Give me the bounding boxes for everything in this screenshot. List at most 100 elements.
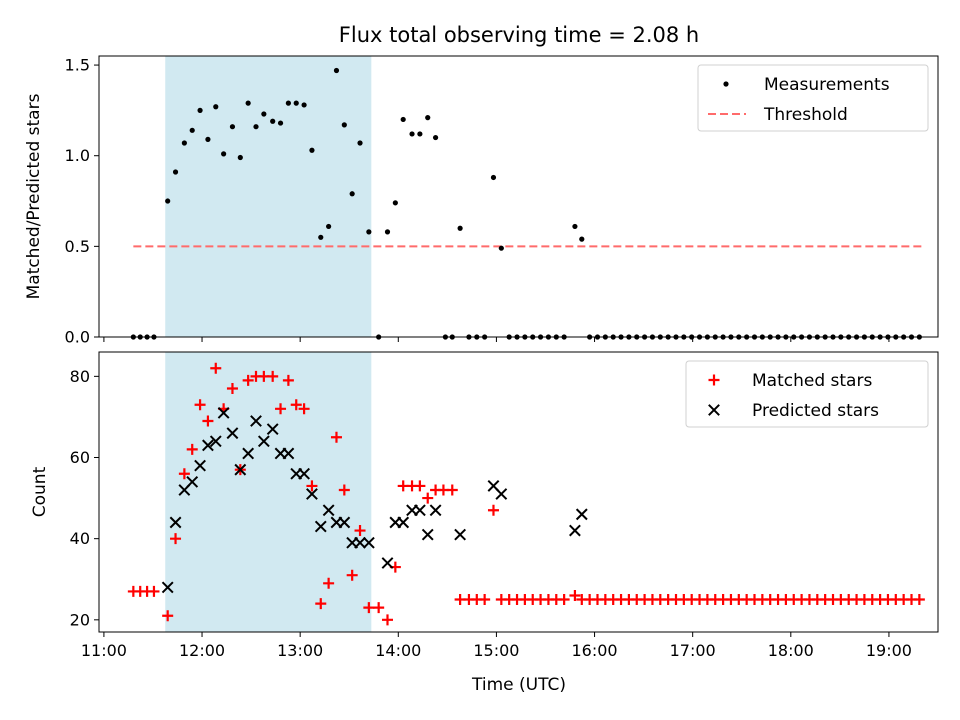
axes-frame <box>98 55 939 338</box>
x-tick-label: 15:00 <box>473 641 519 660</box>
x-tick-label: 16:00 <box>571 641 617 660</box>
legend: Measurements Threshold <box>697 64 929 132</box>
measurements-point <box>245 100 251 106</box>
predicted-stars-series <box>161 406 588 594</box>
predicted-stars-point <box>169 516 182 529</box>
x-tick-label: 11:00 <box>81 641 127 660</box>
measurements-point <box>400 116 406 123</box>
legend-marker <box>708 374 720 386</box>
y-tick-label: 0.5 <box>65 237 90 256</box>
x-axis-label: Time (UTC) <box>471 675 566 695</box>
predicted-stars-point <box>413 504 426 517</box>
matched-stars-point <box>422 492 434 504</box>
predicted-stars-point <box>569 524 581 537</box>
y-tick-label: 20 <box>70 610 90 629</box>
matched-stars-point <box>373 602 385 614</box>
y-tick-label: 1.0 <box>65 146 90 165</box>
measurements-point <box>490 174 497 181</box>
axes-frame <box>98 351 939 633</box>
matched-stars-point <box>315 598 327 610</box>
matched-stars-point <box>282 374 294 386</box>
matched-stars-point <box>446 484 458 496</box>
matched-stars-point <box>194 399 206 411</box>
measurements-point <box>285 100 291 106</box>
matched-stars-point <box>569 589 581 601</box>
predicted-stars-point <box>322 504 335 517</box>
matched-stars-point <box>363 602 375 614</box>
matched-stars-point <box>558 594 570 606</box>
predicted-stars-point <box>234 463 247 476</box>
y-tick-label: 60 <box>70 448 90 467</box>
measurements-point <box>197 107 203 113</box>
predicted-stars-point <box>314 520 327 533</box>
measurements-point <box>333 67 340 74</box>
matched-stars-point <box>148 585 160 597</box>
legend-label: Measurements <box>764 75 890 95</box>
predicted-stars-point <box>266 423 279 436</box>
matched-stars-point <box>323 577 335 589</box>
measurements-point <box>417 131 423 137</box>
matched-stars-point <box>178 468 190 480</box>
matched-stars-point <box>226 383 238 395</box>
measurements-point <box>579 236 585 242</box>
legend-label: Predicted stars <box>752 401 879 421</box>
measurements-point <box>384 229 391 235</box>
predicted-stars-point <box>421 528 434 541</box>
matched-stars-point <box>210 362 222 374</box>
measurements-point <box>349 191 355 197</box>
y-tick-label: 0.0 <box>65 328 90 347</box>
legend-marker <box>723 81 729 87</box>
measurements-point <box>293 100 299 106</box>
matched-stars-point <box>414 480 426 492</box>
measurements-point <box>326 223 332 230</box>
predicted-stars-point <box>575 508 588 521</box>
legend: Matched stars Predicted stars <box>685 360 929 428</box>
legend-label: Threshold <box>763 105 848 125</box>
legend-frame <box>685 360 929 428</box>
predicted-stars-point <box>250 415 262 427</box>
matched-stars-point <box>186 443 198 455</box>
matched-stars-point <box>338 484 350 496</box>
count-panel: 20 40 60 80 11:00 12:00 13:00 14:00 15:00 16:00 17… <box>30 351 939 660</box>
predicted-stars-point <box>161 581 174 594</box>
measurements-point <box>165 198 171 204</box>
matched-stars-point <box>170 533 182 545</box>
y-axis-label: Count <box>30 466 50 517</box>
matched-stars-point <box>267 370 279 382</box>
x-tick-label: 13:00 <box>277 641 323 660</box>
x-tick-label: 12:00 <box>179 641 225 660</box>
predicted-stars-point <box>282 447 295 460</box>
measurements-point <box>309 147 315 153</box>
matched-stars-series <box>127 362 925 626</box>
measurements-point <box>277 120 284 126</box>
observing-interval-shade <box>165 351 372 633</box>
y-axis-label: Matched/Predicted stars <box>24 93 44 299</box>
measurements-point <box>366 229 372 235</box>
measurements-point <box>498 245 504 251</box>
measurements-point <box>318 234 324 240</box>
matched-stars-point <box>242 374 254 386</box>
measurements-point <box>253 124 259 130</box>
predicted-stars-point <box>354 536 366 549</box>
legend-frame <box>697 64 929 132</box>
matched-stars-point <box>306 480 318 492</box>
ratio-panel: 0.0 0.5 1.0 1.5 Matched/Predicted stars Measu… <box>24 55 939 347</box>
measurements-point <box>301 102 307 108</box>
legend-marker <box>708 404 720 416</box>
measurements-point <box>425 115 431 121</box>
measurements-point <box>189 127 195 133</box>
predicted-stars-point <box>226 427 239 440</box>
matched-stars-point <box>479 594 491 606</box>
x-tick-label: 19:00 <box>866 641 912 660</box>
measurements-point <box>172 169 179 175</box>
measurements-point <box>341 122 347 128</box>
y-tick-label: 80 <box>70 367 90 386</box>
matched-stars-point <box>275 403 287 415</box>
predicted-stars-point <box>454 528 467 541</box>
matched-stars-point <box>913 594 925 606</box>
measurements-point <box>237 154 243 161</box>
x-tick-label: 17:00 <box>670 641 716 660</box>
measurements-point <box>229 124 236 130</box>
legend-label: Matched stars <box>752 371 872 391</box>
